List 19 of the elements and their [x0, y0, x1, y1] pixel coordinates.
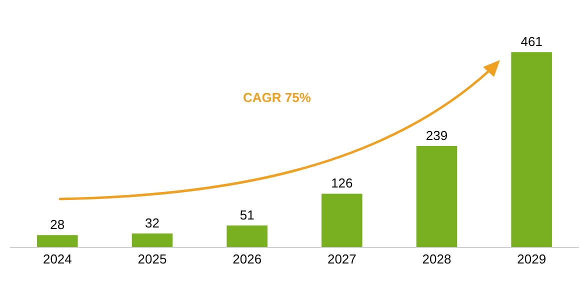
data-label: 28: [50, 217, 65, 232]
bar: [322, 194, 362, 247]
x-tick-label: 2026: [232, 252, 262, 267]
bar: [132, 233, 173, 247]
data-label: 461: [520, 34, 542, 50]
x-tick-label: 2025: [138, 252, 167, 267]
data-label: 51: [240, 207, 254, 222]
x-tick-label: 2029: [517, 252, 546, 267]
annotation: CAGR 75%: [243, 90, 312, 105]
x-tick-label: 2024: [42, 252, 72, 267]
bar: [37, 235, 78, 247]
data-label: 239: [426, 128, 448, 143]
data-label: 32: [145, 215, 160, 230]
x-tick-label: 2028: [422, 252, 452, 267]
bar: [416, 146, 458, 247]
bar: [226, 225, 268, 247]
data-label: 126: [331, 176, 353, 191]
bar: [511, 52, 552, 247]
x-tick-label: 2027: [327, 252, 356, 267]
